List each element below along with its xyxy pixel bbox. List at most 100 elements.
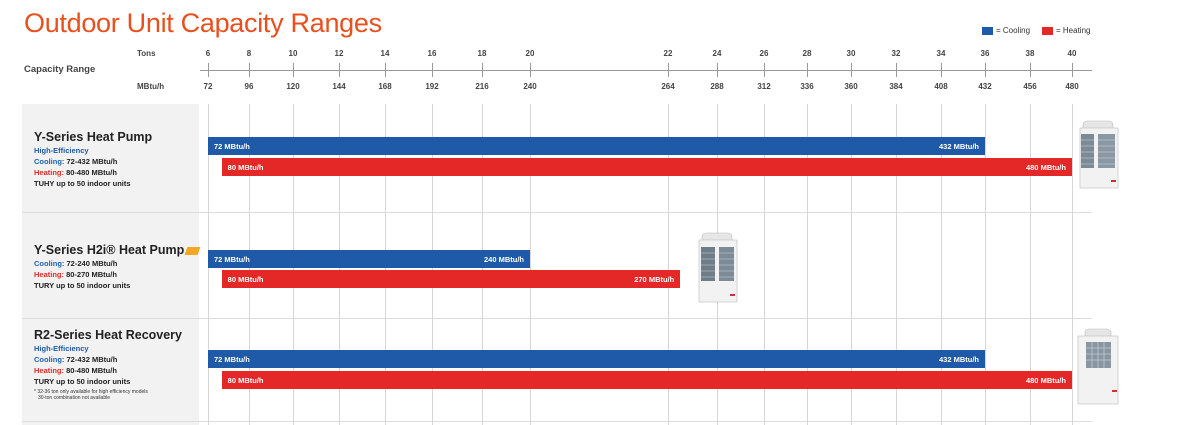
gridline [668,104,669,425]
bar-min-label: 80 MBtu/h [227,162,264,172]
row-title-r2: R2-Series Heat Recovery [34,328,182,342]
cooling-range-bar: 72 MBtu/h 432 MBtu/h [208,350,985,368]
bar-min-label: 80 MBtu/h [227,274,264,284]
gridline [941,104,942,425]
axis-line [200,70,1092,71]
cooling-swatch [982,26,993,35]
tons-tick-label: 22 [663,49,673,58]
row-panel-y-series [22,104,199,212]
gridline [1072,104,1073,425]
legend-cooling: = Cooling [982,26,1030,35]
tons-tick-label: 32 [891,49,901,58]
tons-tick-label: 20 [525,49,535,58]
mbtuh-tick-label: 168 [378,82,392,91]
bar-min-label: 72 MBtu/h [214,141,250,151]
gridline [530,104,531,425]
cooling-value: 72-240 MBtu/h [64,259,118,268]
outdoor-unit-h2i-image [698,232,738,303]
row-subtitle: High-Efficiency [34,146,89,155]
axis-tick-mark [851,63,852,77]
page-title: Outdoor Unit Capacity Ranges [24,8,382,38]
cooling-key: Cooling: [34,355,65,364]
bar-max-label: 480 MBtu/h [1025,375,1066,385]
heating-range-bar: 80 MBtu/h 270 MBtu/h [221,270,681,288]
mbtuh-tick-label: 312 [757,82,771,91]
row-cooling-range: Cooling: 72-432 MBtu/h [34,354,117,365]
outdoor-unit-r2-image [1077,328,1119,405]
row-title-h2i: Y-Series H2i® Heat Pump [34,243,201,257]
tons-tick-label: 16 [427,49,437,58]
axis-tick-mark [668,63,669,77]
heating-swatch [1042,26,1053,35]
gridline [851,104,852,425]
tons-tick-label: 34 [936,49,946,58]
tons-tick-label: 26 [759,49,769,58]
gridline [764,104,765,425]
row-indoor-units: TURY up to 50 indoor units [34,377,131,386]
new-badge-icon [184,246,201,255]
heating-value: 80-270 MBtu/h [64,270,117,279]
mbtuh-tick-label: 456 [1023,82,1037,91]
mbtuh-tick-label: 264 [661,82,675,91]
axis-tick-mark [208,63,209,77]
bar-max-label: 240 MBtu/h [483,254,524,264]
row-indoor-units: TUHY up to 50 indoor units [34,179,131,188]
axis-tick-mark [985,63,986,77]
tons-tick-label: 28 [802,49,812,58]
row-heating-range: Heating: 80-480 MBtu/h [34,365,117,376]
capacity-range-label: Capacity Range [24,64,96,75]
mbtuh-tick-label: 120 [286,82,300,91]
tons-tick-label: 14 [380,49,390,58]
row-title-y-series: Y-Series Heat Pump [34,130,153,144]
axis-tick-mark [807,63,808,77]
axis-tick-mark [432,63,433,77]
tons-tick-label: 36 [980,49,990,58]
row-panel-r2 [22,319,199,425]
cooling-key: Cooling: [34,157,65,166]
mbtuh-tick-label: 96 [244,82,254,91]
bar-min-label: 80 MBtu/h [227,375,264,385]
mbtuh-tick-label: 408 [934,82,948,91]
cooling-key: Cooling: [34,259,65,268]
heating-value: 80-480 MBtu/h [64,366,117,375]
tons-tick-label: 6 [205,49,211,58]
mbtuh-tick-label: 72 [203,82,213,91]
mbtuh-tick-label: 360 [844,82,858,91]
mbtuh-tick-label: 240 [523,82,537,91]
tons-tick-label: 24 [712,49,722,58]
axis-tick-mark [764,63,765,77]
axis-tick-mark [293,63,294,77]
row-indoor-units: TURY up to 50 indoor units [34,281,131,290]
gridline [1030,104,1031,425]
legend-heating: = Heating [1042,26,1090,35]
axis-tick-mark [717,63,718,77]
axis-tick-mark [941,63,942,77]
mbtuh-tick-label: 192 [425,82,439,91]
cooling-value: 72-432 MBtu/h [64,355,118,364]
tons-tick-label: 10 [288,49,298,58]
legend-heating-label: = Heating [1056,26,1091,35]
row-separator [22,421,1092,422]
row-cooling-range: Cooling: 72-432 MBtu/h [34,156,117,167]
mbtuh-tick-label: 288 [710,82,724,91]
tons-tick-label: 8 [246,49,252,58]
row-cooling-range: Cooling: 72-240 MBtu/h [34,258,117,269]
axis-tick-mark [249,63,250,77]
mbtuh-tick-label: 480 [1065,82,1079,91]
gridline [896,104,897,425]
heating-range-bar: 80 MBtu/h 480 MBtu/h [221,158,1072,176]
row-heating-range: Heating: 80-270 MBtu/h [34,269,117,280]
mbtuh-tick-label: 432 [978,82,992,91]
cooling-range-bar: 72 MBtu/h 240 MBtu/h [208,250,530,268]
bar-max-label: 480 MBtu/h [1025,162,1066,172]
bar-max-label: 270 MBtu/h [634,274,675,284]
bar-max-label: 432 MBtu/h [938,354,979,364]
row-footnote: * 32-36 ton only available for high effi… [34,389,148,395]
gridline [985,104,986,425]
row-separator [22,212,1092,213]
heating-key: Heating: [34,168,64,177]
row-heating-range: Heating: 80-480 MBtu/h [34,167,117,178]
axis-tick-mark [896,63,897,77]
heating-key: Heating: [34,270,64,279]
outdoor-unit-y-series-image [1079,120,1119,189]
